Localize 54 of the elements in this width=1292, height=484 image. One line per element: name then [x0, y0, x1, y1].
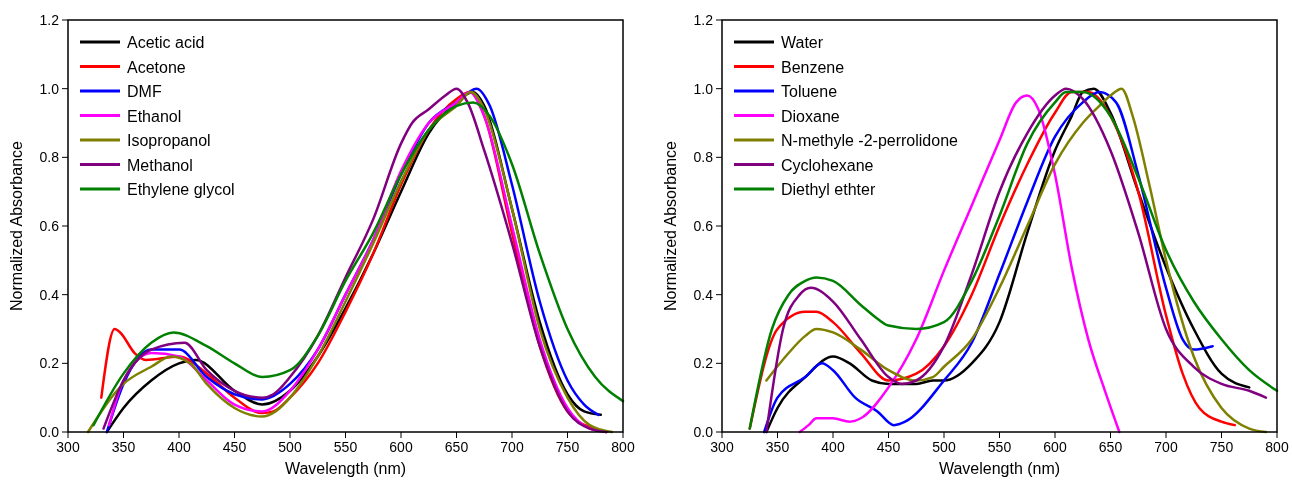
y-tick-label: 0.8: [39, 149, 60, 166]
x-tick-label: 300: [56, 439, 80, 455]
y-axis-title: Normalized Absorbance: [8, 140, 25, 311]
x-tick-label: 500: [278, 439, 302, 455]
legend-label: Isopropanol: [127, 132, 211, 149]
legend-label: Cyclohexane: [781, 156, 874, 174]
y-tick-label: 0.0: [693, 424, 714, 440]
y-tick-label: 0.6: [693, 218, 714, 234]
y-tick-label: 0.2: [39, 355, 60, 372]
x-tick-label: 650: [1098, 439, 1123, 455]
y-tick-label: 0.8: [693, 149, 714, 166]
x-tick-label: 350: [111, 439, 136, 455]
x-axis-title: Wavelength (nm): [284, 460, 407, 477]
x-axis-title: Wavelength (nm): [938, 460, 1061, 477]
y-tick-label: 0.0: [39, 424, 60, 440]
legend-label: Toluene: [781, 83, 838, 100]
x-tick-label: 800: [611, 439, 635, 455]
legend-label: DMF: [127, 83, 162, 100]
x-tick-label: 450: [876, 439, 901, 455]
y-tick-label: 1.0: [39, 80, 60, 97]
legend-label: Benzene: [781, 58, 845, 76]
y-tick-label: 1.0: [693, 80, 714, 97]
legend-label: Dioxane: [781, 107, 840, 125]
legend-label: Methanol: [127, 156, 193, 174]
legend-label: Diethyl ethter: [781, 181, 876, 198]
legend-label: Water: [781, 34, 824, 51]
x-tick-label: 700: [1154, 439, 1178, 455]
x-tick-label: 450: [222, 439, 247, 455]
y-axis-title: Normalized Absorbance: [662, 140, 679, 311]
legend-label: Acetone: [127, 58, 186, 76]
x-tick-label: 700: [500, 439, 524, 455]
x-tick-label: 550: [987, 439, 1012, 455]
legend-label: Ethanol: [127, 107, 182, 125]
x-tick-label: 750: [555, 439, 580, 455]
y-tick-label: 1.2: [693, 12, 714, 28]
x-tick-label: 300: [710, 439, 734, 455]
x-tick-label: 400: [167, 439, 191, 455]
y-tick-label: 0.4: [39, 286, 60, 303]
y-tick-label: 0.2: [693, 355, 714, 372]
x-tick-label: 600: [389, 439, 413, 455]
x-tick-label: 650: [444, 439, 469, 455]
x-tick-label: 500: [932, 439, 956, 455]
legend-label: N-methyle -2-perrolidone: [781, 132, 959, 149]
y-tick-label: 0.6: [39, 218, 60, 234]
y-tick-label: 1.2: [39, 12, 60, 28]
legend-label: Acetic acid: [127, 34, 205, 51]
y-tick-label: 0.4: [693, 286, 714, 303]
x-tick-label: 600: [1043, 439, 1067, 455]
x-tick-label: 350: [765, 439, 790, 455]
x-tick-label: 800: [1265, 439, 1289, 455]
legend-label: Ethylene glycol: [127, 181, 235, 198]
x-tick-label: 550: [333, 439, 358, 455]
x-tick-label: 400: [821, 439, 845, 455]
x-tick-label: 750: [1209, 439, 1234, 455]
